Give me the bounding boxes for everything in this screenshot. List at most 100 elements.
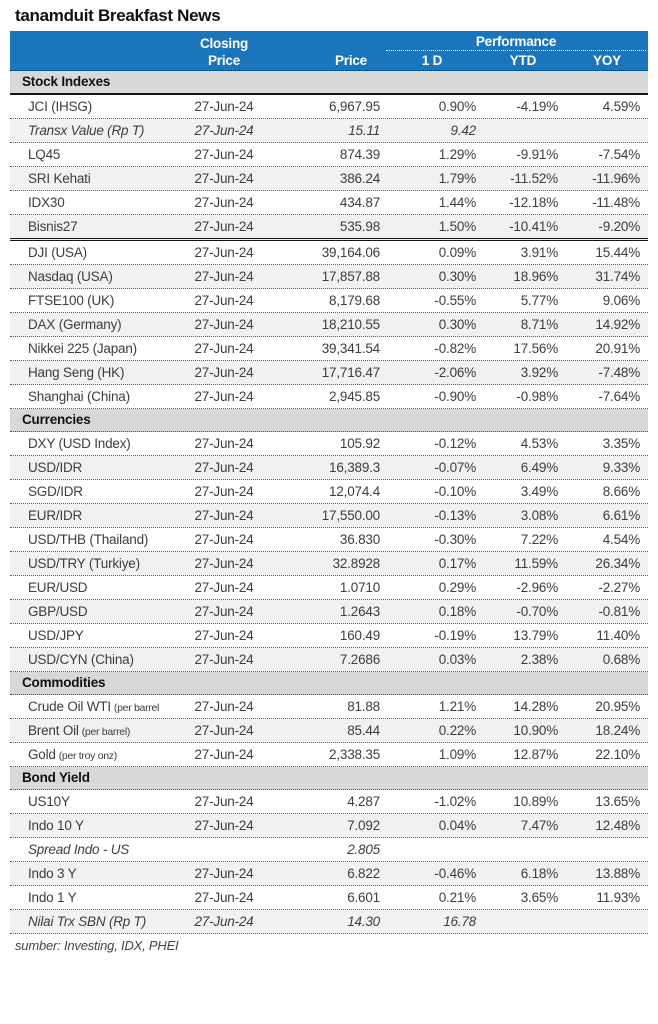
row-label: Spread Indo - US (10, 838, 180, 861)
cell-1d: 1.09% (438, 747, 476, 762)
cell-date: 27-Jun-24 (194, 436, 254, 451)
cell-ytd: 2.38% (520, 652, 558, 667)
cell-1d: 0.04% (438, 818, 476, 833)
cell-1d: 0.29% (438, 580, 476, 595)
cell-price: 6.822 (347, 866, 380, 881)
cell-yoy: -7.48% (598, 365, 640, 380)
cell-1d (384, 838, 480, 861)
cell-yoy: 9.33% (602, 460, 640, 475)
row-label: EUR/USD (10, 576, 180, 599)
table-row: DXY (USD Index) 27-Jun-24 105.92 -0.12% 4.53… (10, 432, 648, 456)
cell-date: 27-Jun-24 (194, 580, 254, 595)
cell-ytd: -0.70% (516, 604, 558, 619)
table-row: USD/THB (Thailand) 27-Jun-24 36.830 -0.30% 7… (10, 528, 648, 552)
cell-date: 27-Jun-24 (194, 866, 254, 881)
cell-price: 39,341.54 (321, 341, 380, 356)
cell-1d: -0.90% (434, 389, 476, 404)
cell-date: 27-Jun-24 (194, 317, 254, 332)
cell-ytd: -12.18% (509, 195, 558, 210)
cell-1d: 0.30% (438, 269, 476, 284)
row-label: Indo 1 Y (10, 886, 180, 909)
cell-yoy: 13.88% (595, 866, 640, 881)
row-label-text: GBP/USD (28, 604, 88, 619)
cell-1d: 0.17% (438, 556, 476, 571)
row-label-text: Nikkei 225 (Japan) (28, 341, 137, 356)
table-row: Spread Indo - US 2.805 (10, 838, 648, 862)
row-label-text: DXY (USD Index) (28, 436, 131, 451)
row-label: DJI (USA) (10, 241, 180, 264)
cell-date: 27-Jun-24 (194, 99, 254, 114)
cell-price: 434.87 (339, 195, 380, 210)
row-label-text: Hang Seng (HK) (28, 365, 125, 380)
table-row: USD/IDR 27-Jun-24 16,389.3 -0.07% 6.49% 9.33% (10, 456, 648, 480)
table-row: DAX (Germany) 27-Jun-24 18,210.55 0.30% 8.71… (10, 313, 648, 337)
cell-ytd: 17.56% (513, 341, 558, 356)
cell-1d: 0.21% (438, 890, 476, 905)
cell-price: 2,338.35 (329, 747, 380, 762)
cell-price: 15.11 (348, 123, 380, 138)
row-label: FTSE100 (UK) (10, 289, 180, 312)
cell-ytd: 10.89% (513, 794, 558, 809)
row-label-text: Indo 3 Y (28, 866, 77, 881)
cell-ytd: -9.91% (516, 147, 558, 162)
section-header-stock-indexes: Stock Indexes (10, 71, 648, 95)
row-label-text: Gold (28, 747, 56, 762)
cell-yoy: 6.61% (602, 508, 640, 523)
cell-ytd: 3.08% (520, 508, 558, 523)
table-row: Gold (per troy onz) 27-Jun-24 2,338.35 1.09%… (10, 743, 648, 767)
cell-ytd (480, 910, 566, 933)
row-label-text: SGD/IDR (28, 484, 83, 499)
cell-date: 27-Jun-24 (194, 723, 254, 738)
cell-date: 27-Jun-24 (194, 147, 254, 162)
col-header-price: Price (334, 53, 367, 68)
table-body: Stock Indexes JCI (IHSG) 27-Jun-24 6,967.95… (10, 71, 648, 934)
table-row: EUR/USD 27-Jun-24 1.0710 0.29% -2.96% -2.27% (10, 576, 648, 600)
cell-price: 18,210.55 (321, 317, 380, 332)
cell-ytd: 7.47% (520, 818, 558, 833)
table-row: EUR/IDR 27-Jun-24 17,550.00 -0.13% 3.08% 6.61… (10, 504, 648, 528)
cell-price: 6,967.95 (329, 99, 380, 114)
cell-date: 27-Jun-24 (194, 794, 254, 809)
cell-1d: 1.79% (438, 171, 476, 186)
cell-1d: -1.02% (434, 794, 476, 809)
cell-price: 85.44 (347, 723, 380, 738)
cell-price: 6.601 (347, 890, 380, 905)
market-table: Closing Performance Price Price 1 D YTD … (10, 31, 648, 934)
cell-yoy (566, 119, 648, 142)
table-row: USD/CYN (China) 27-Jun-24 7.2686 0.03% 2.38%… (10, 648, 648, 672)
cell-yoy: 8.66% (602, 484, 640, 499)
row-label: Hang Seng (HK) (10, 361, 180, 384)
cell-ytd (480, 119, 566, 142)
row-label: USD/JPY (10, 624, 180, 647)
cell-price: 14.30 (347, 914, 380, 929)
table-row: Hang Seng (HK) 27-Jun-24 17,716.47 -2.06% 3.… (10, 361, 648, 385)
cell-price: 36.830 (339, 532, 380, 547)
cell-ytd: 11.59% (514, 556, 558, 571)
row-label-text: DJI (USA) (28, 245, 87, 260)
cell-price: 160.49 (339, 628, 380, 643)
row-label-text: JCI (IHSG) (28, 99, 92, 114)
cell-date: 27-Jun-24 (194, 556, 254, 571)
table-row: Bisnis27 27-Jun-24 535.98 1.50% -10.41% -9.20… (10, 215, 648, 241)
cell-yoy: 20.95% (595, 699, 640, 714)
row-label: Brent Oil (per barrel) (10, 719, 180, 742)
cell-ytd: -10.41% (509, 219, 558, 234)
row-label-text: USD/THB (Thailand) (28, 532, 149, 547)
cell-price: 4.287 (347, 794, 380, 809)
cell-yoy: -11.48% (592, 195, 640, 210)
cell-ytd: -11.52% (510, 171, 558, 186)
row-label: Nasdaq (USA) (10, 265, 180, 288)
table-header: Closing Performance Price Price 1 D YTD … (10, 31, 648, 71)
cell-yoy: 15.44% (595, 245, 640, 260)
row-label-text: SRI Kehati (28, 171, 91, 186)
row-label: IDX30 (10, 191, 180, 214)
cell-yoy: 22.10% (595, 747, 640, 762)
row-label-text: Bisnis27 (28, 219, 78, 234)
row-label-text: Indo 10 Y (28, 818, 84, 833)
row-label: Crude Oil WTI (per barrel (10, 695, 180, 718)
cell-date: 27-Jun-24 (194, 269, 254, 284)
cell-1d: -0.12% (434, 436, 476, 451)
row-label-text: Spread Indo - US (28, 842, 130, 857)
cell-ytd: 14.28% (513, 699, 558, 714)
